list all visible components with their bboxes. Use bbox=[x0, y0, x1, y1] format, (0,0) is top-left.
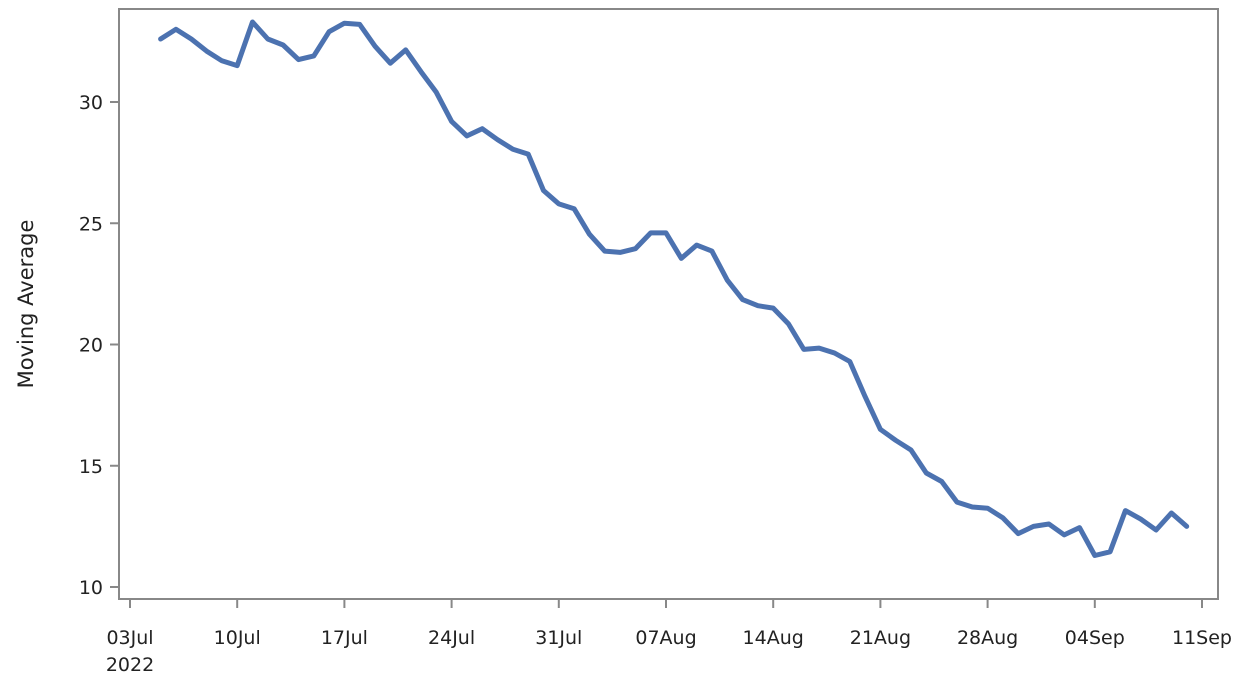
series-line bbox=[158, 19, 1190, 558]
x-tick-label: 31Jul bbox=[535, 627, 582, 649]
x-tick-label: 11Sep bbox=[1172, 627, 1232, 649]
x-tick-label: 04Sep bbox=[1065, 627, 1125, 649]
y-axis-title: Moving Average bbox=[14, 220, 38, 389]
y-tick-label: 15 bbox=[79, 456, 103, 478]
y-tick-label: 30 bbox=[79, 92, 103, 114]
x-tick-label: 03Jul bbox=[106, 627, 153, 649]
plot-frame bbox=[118, 8, 1219, 600]
x-tick-label: 17Jul bbox=[321, 627, 368, 649]
y-axis: 10 15 20 25 30 bbox=[79, 92, 119, 599]
y-tick-label: 20 bbox=[79, 335, 103, 357]
x-tick-label: 21Aug bbox=[850, 627, 911, 649]
x-tick-label: 14Aug bbox=[743, 627, 804, 649]
y-tick-label: 10 bbox=[79, 577, 103, 599]
y-tick-label: 25 bbox=[79, 213, 103, 235]
x-tick-year-label: 2022 bbox=[106, 654, 154, 676]
x-tick-label: 28Aug bbox=[957, 627, 1018, 649]
x-tick-label: 24Jul bbox=[428, 627, 475, 649]
x-tick-label: 07Aug bbox=[635, 627, 696, 649]
x-axis: 03Jul 2022 10Jul 17Jul 24Jul 31Jul 07Aug 14Aug 2… bbox=[106, 599, 1232, 676]
x-tick-label: 10Jul bbox=[214, 627, 261, 649]
